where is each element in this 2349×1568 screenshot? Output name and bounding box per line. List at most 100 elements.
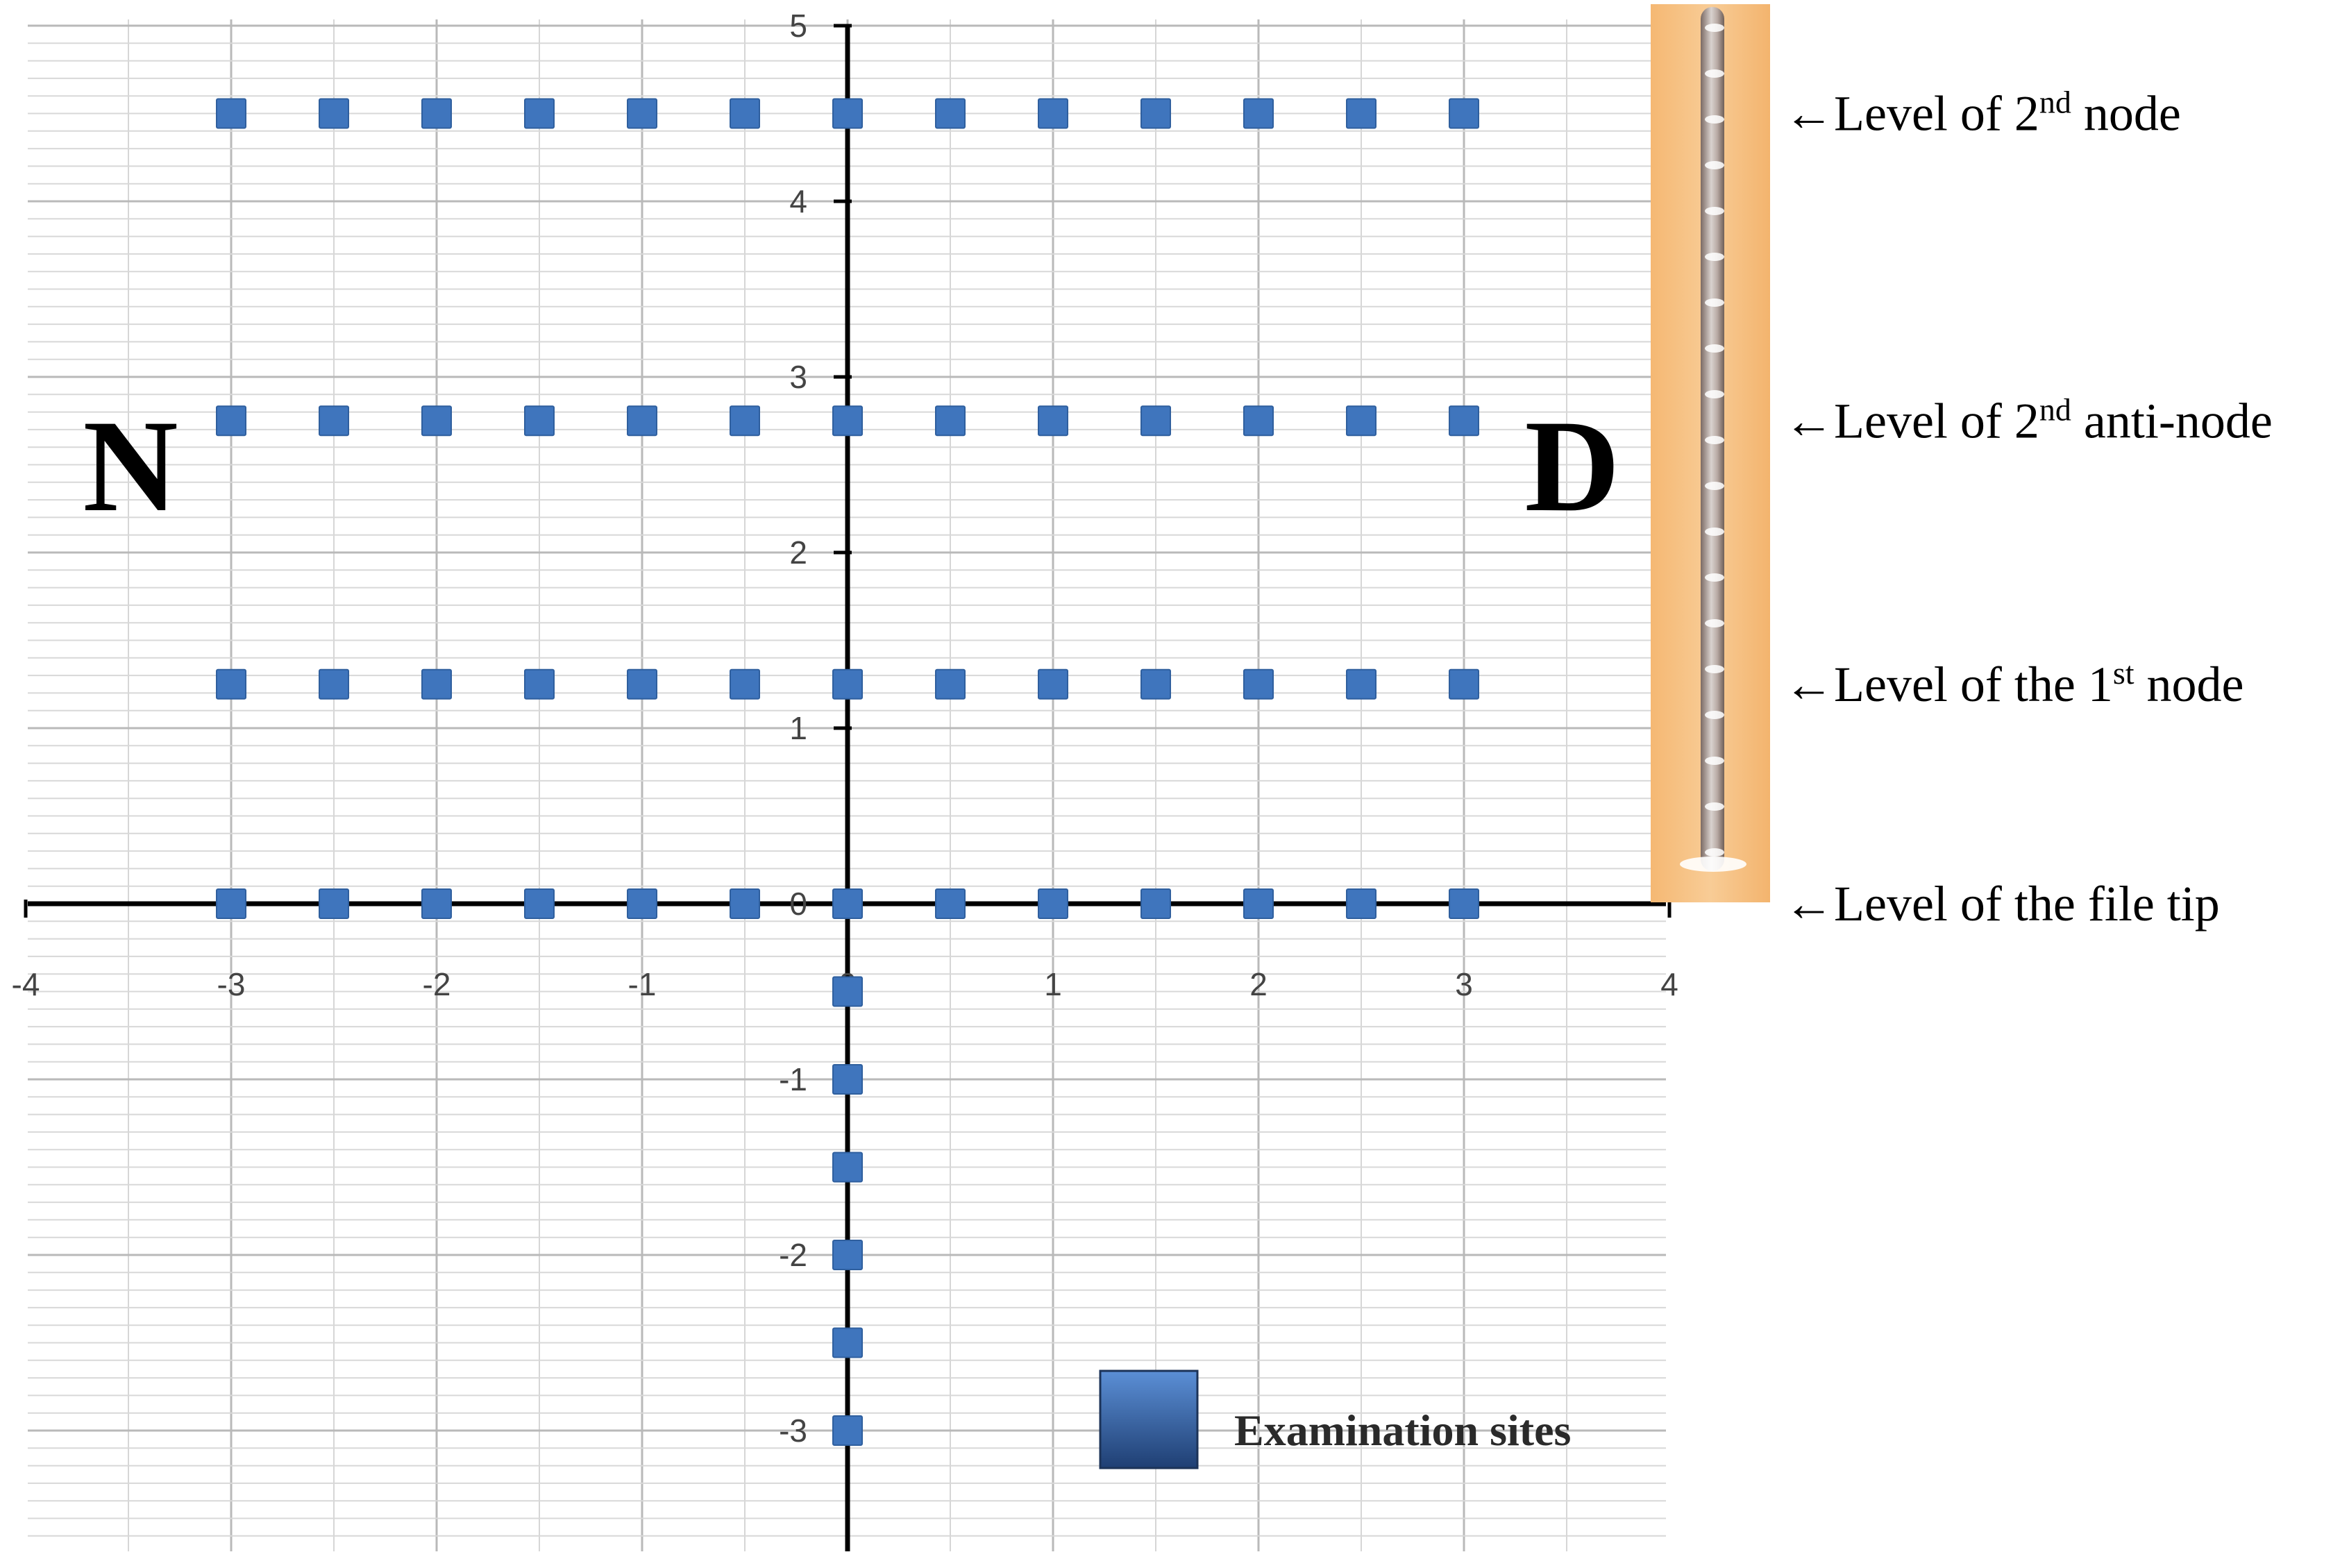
data-point: [627, 888, 657, 919]
data-point: [1346, 668, 1376, 700]
y-tick-label: 5: [789, 8, 807, 44]
y-tick-label: 2: [789, 534, 807, 571]
data-point: [1140, 98, 1171, 129]
side-label-right: D: [1524, 394, 1619, 539]
data-point: [1038, 888, 1068, 919]
data-point: [216, 888, 246, 919]
data-point: [1038, 668, 1068, 700]
annotation-arrow: ←: [1784, 86, 1834, 142]
data-point: [730, 888, 760, 919]
level-annotations: ←Level of 2nd node←Level of 2nd anti-nod…: [1784, 84, 2273, 931]
file-flute-highlight: [1705, 390, 1724, 398]
data-point: [1346, 888, 1376, 919]
data-point: [421, 668, 452, 700]
annotation-suffix: anti-node: [2071, 393, 2273, 448]
y-tick-label: 3: [789, 359, 807, 395]
file-flute-highlight: [1705, 482, 1724, 490]
data-point: [216, 98, 246, 129]
data-point: [421, 888, 452, 919]
data-point: [1243, 668, 1274, 700]
annotation-arrow: ←: [1784, 393, 1834, 448]
data-point: [319, 405, 349, 437]
annotation-arrow: ←: [1784, 876, 1834, 931]
data-point: [524, 98, 555, 129]
file-flute-highlight: [1705, 24, 1724, 32]
data-point: [1038, 405, 1068, 437]
annotation-superscript: st: [2113, 655, 2135, 690]
data-point: [832, 1152, 863, 1183]
data-point: [832, 888, 863, 919]
file-flute-highlight: [1705, 848, 1724, 857]
data-point: [832, 668, 863, 700]
data-point: [1140, 668, 1171, 700]
x-tick-label: -2: [423, 966, 451, 1002]
data-point: [1038, 98, 1068, 129]
annotation-arrow: ←: [1784, 657, 1834, 712]
file-flute-highlight: [1705, 573, 1724, 582]
data-point: [524, 668, 555, 700]
file-flute-highlight: [1705, 69, 1724, 78]
y-tick-label: -3: [779, 1413, 807, 1449]
data-point: [832, 1064, 863, 1095]
file-flute-highlight: [1705, 711, 1724, 719]
data-point: [319, 888, 349, 919]
annotation-superscript: nd: [2039, 391, 2071, 427]
x-tick-label: 2: [1249, 966, 1268, 1002]
file-tip-highlight: [1680, 857, 1746, 872]
endodontic-file-image: [1651, 4, 1770, 902]
x-tick-label: 4: [1660, 966, 1678, 1002]
file-flute-highlight: [1705, 161, 1724, 169]
data-point: [627, 405, 657, 437]
y-tick-label: 0: [789, 886, 807, 922]
data-point: [1346, 98, 1376, 129]
data-point: [935, 888, 966, 919]
x-tick-label: 1: [1044, 966, 1062, 1002]
data-point: [832, 1240, 863, 1270]
annotation-suffix: node: [2135, 657, 2244, 712]
legend: Examination sites: [1099, 1369, 1571, 1469]
file-flute-highlight: [1705, 436, 1724, 444]
data-point: [832, 976, 863, 1007]
annotation-superscript: nd: [2039, 84, 2071, 119]
data-point: [730, 405, 760, 437]
x-tick-label: -3: [217, 966, 246, 1002]
data-point: [524, 888, 555, 919]
y-tick-label: -1: [779, 1061, 807, 1097]
data-point: [627, 98, 657, 129]
y-tick-label: 1: [789, 710, 807, 746]
level-annotation: ←Level of the file tip: [1784, 876, 2220, 931]
data-point: [524, 405, 555, 437]
data-point: [216, 668, 246, 700]
data-point: [1449, 98, 1479, 129]
data-point: [1243, 98, 1274, 129]
data-points: [216, 98, 1479, 1446]
annotation-text: Level of 2: [1834, 393, 2039, 448]
data-point: [832, 405, 863, 437]
data-point: [935, 405, 966, 437]
level-annotation: ←Level of the 1st node: [1784, 655, 2244, 712]
y-tick-label: 4: [789, 183, 807, 219]
data-point: [421, 405, 452, 437]
data-point: [1346, 405, 1376, 437]
data-point: [319, 98, 349, 129]
data-point: [1243, 888, 1274, 919]
data-point: [1140, 888, 1171, 919]
data-point: [832, 1415, 863, 1446]
file-flute-highlight: [1705, 528, 1724, 536]
data-point: [832, 98, 863, 129]
y-tick-label: -2: [779, 1237, 807, 1273]
file-flute-highlight: [1705, 619, 1724, 627]
file-flute-highlight: [1705, 757, 1724, 765]
data-point: [1449, 405, 1479, 437]
file-flute-highlight: [1705, 802, 1724, 811]
file-flute-highlight: [1705, 115, 1724, 124]
annotation-text: Level of 2: [1834, 86, 2039, 142]
data-point: [730, 668, 760, 700]
data-point: [319, 668, 349, 700]
data-point: [935, 668, 966, 700]
level-annotation: ←Level of 2nd anti-node: [1784, 391, 2273, 449]
file-flute-highlight: [1705, 253, 1724, 261]
data-point: [832, 1327, 863, 1358]
data-point: [1449, 668, 1479, 700]
